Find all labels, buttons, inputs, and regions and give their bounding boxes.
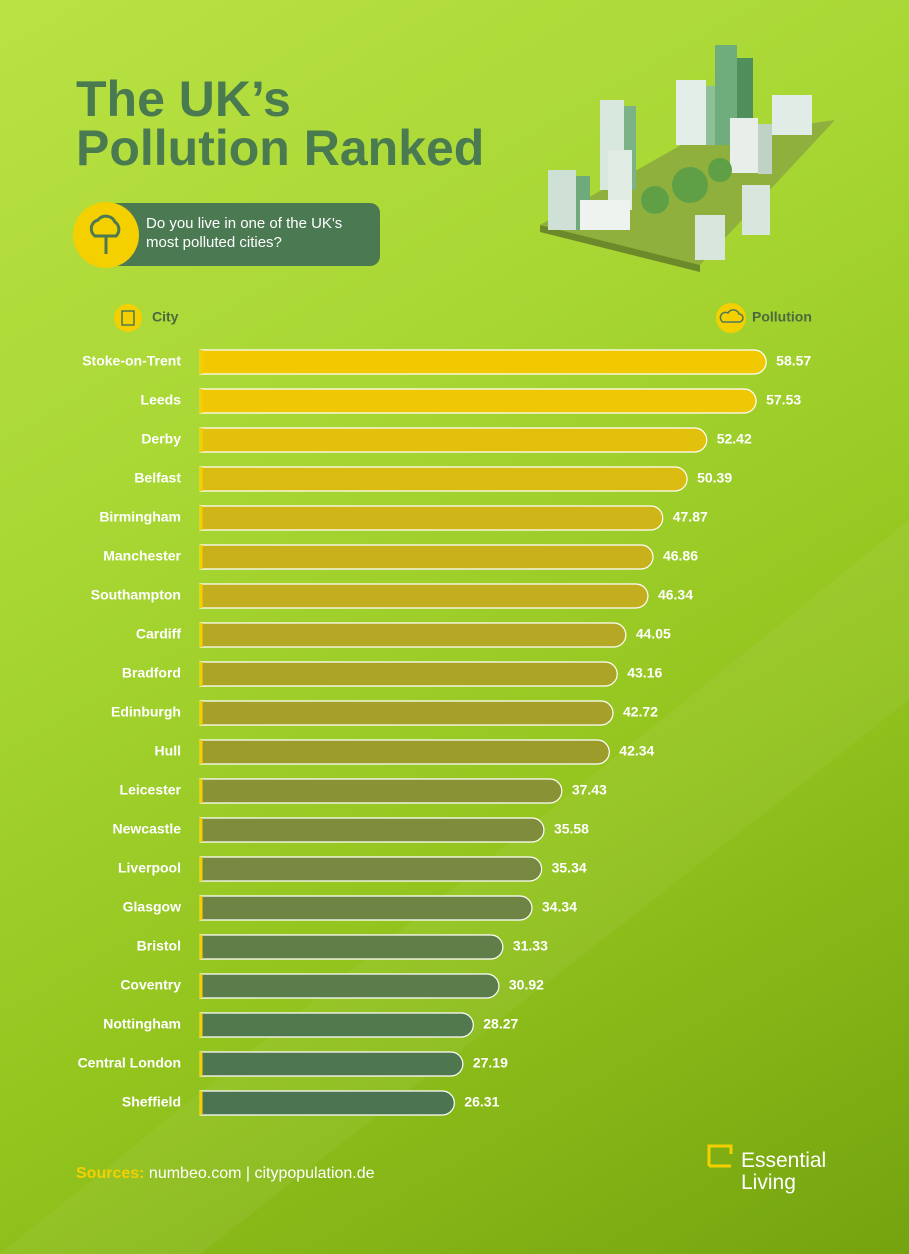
bar: [199, 934, 504, 960]
tree-icon: [89, 214, 121, 254]
value-label: 46.34: [658, 587, 693, 603]
value-label: 35.58: [554, 821, 589, 837]
value-label: 52.42: [717, 431, 752, 447]
bar: [199, 817, 545, 843]
value-label: 47.87: [673, 509, 708, 525]
bar: [199, 349, 767, 375]
category-label: Bradford: [122, 665, 181, 681]
category-label: Leicester: [120, 782, 182, 798]
subtitle: Do you live in one of the UK's most poll…: [146, 215, 343, 251]
category-label: Edinburgh: [111, 704, 181, 720]
bar: [199, 583, 649, 609]
value-label: 58.57: [776, 353, 811, 369]
bar: [199, 700, 614, 726]
subtitle-box: [90, 203, 380, 266]
bar: [199, 856, 543, 882]
value-label: 44.05: [636, 626, 671, 642]
bar: [199, 427, 708, 453]
bar: [199, 466, 688, 492]
value-label: 43.16: [627, 665, 662, 681]
bar: [199, 739, 610, 765]
bar: [199, 895, 533, 921]
value-header: Pollution: [752, 309, 812, 325]
brand-logo: [707, 1144, 733, 1168]
value-label: 30.92: [509, 977, 544, 993]
city-icon-glyph: [121, 310, 135, 326]
title-line: The UK’s: [76, 71, 291, 127]
bar: [199, 388, 757, 414]
value-label: 31.33: [513, 938, 548, 954]
value-label: 34.34: [542, 899, 577, 915]
bar: [199, 544, 654, 570]
bar: [199, 1090, 455, 1116]
bar: [199, 1051, 464, 1077]
value-label: 28.27: [483, 1016, 518, 1032]
value-label: 26.31: [464, 1094, 499, 1110]
bar: [199, 661, 618, 687]
category-label: Hull: [155, 743, 181, 759]
category-label: Manchester: [103, 548, 181, 564]
category-label: Liverpool: [118, 860, 181, 876]
bar: [199, 973, 500, 999]
category-label: Cardiff: [136, 626, 181, 642]
value-label: 27.19: [473, 1055, 508, 1071]
value-label: 35.34: [552, 860, 587, 876]
brand: Essential Living: [741, 1149, 827, 1194]
category-label: Belfast: [134, 470, 181, 486]
category-label: Southampton: [91, 587, 181, 603]
city-illustration: [540, 45, 835, 272]
category-label: Newcastle: [113, 821, 182, 837]
sources: Sources: numbeo.com | citypopulation.de: [76, 1165, 375, 1183]
category-label: Birmingham: [99, 509, 181, 525]
category-label: Coventry: [120, 977, 181, 993]
value-label: 50.39: [697, 470, 732, 486]
category-label: Derby: [141, 431, 181, 447]
bar: [199, 778, 563, 804]
pollution-icon-glyph: [719, 309, 744, 323]
title-line: Pollution Ranked: [76, 120, 484, 176]
bar: [199, 622, 627, 648]
category-header: City: [152, 309, 179, 325]
value-label: 42.34: [619, 743, 654, 759]
bar: [199, 505, 664, 531]
category-label: Central London: [78, 1055, 181, 1071]
pollution-icon: [716, 303, 746, 333]
category-label: Leeds: [141, 392, 182, 408]
value-label: 57.53: [766, 392, 801, 408]
value-label: 37.43: [572, 782, 607, 798]
sources-text: numbeo.com | citypopulation.de: [148, 1165, 375, 1182]
category-label: Sheffield: [122, 1094, 181, 1110]
sources-label: Sources:: [76, 1165, 145, 1182]
category-label: Glasgow: [123, 899, 181, 915]
category-label: Nottingham: [103, 1016, 181, 1032]
category-label: Stoke-on-Trent: [82, 353, 181, 369]
value-label: 42.72: [623, 704, 658, 720]
category-label: Bristol: [137, 938, 181, 954]
city-icon: [114, 304, 142, 332]
bar: [199, 1012, 474, 1038]
value-label: 46.86: [663, 548, 698, 564]
